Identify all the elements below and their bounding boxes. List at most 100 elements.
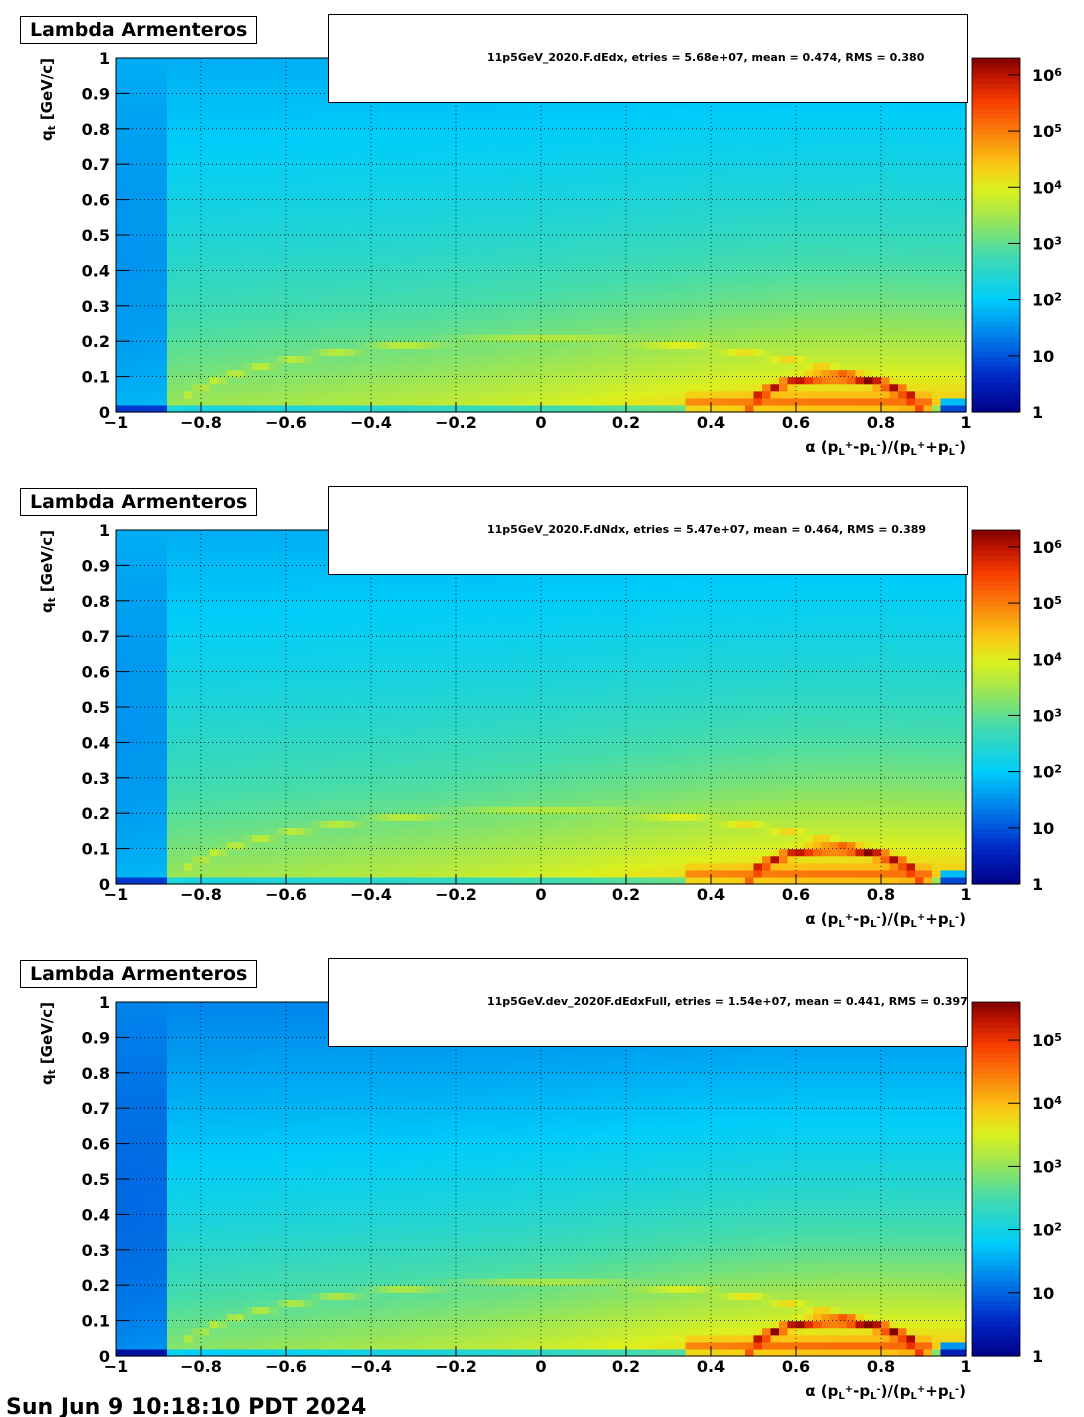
heatmap-cell xyxy=(430,242,440,250)
heatmap-cell xyxy=(643,178,653,187)
heatmap-cell xyxy=(889,277,899,286)
heatmap-cell xyxy=(269,319,279,328)
heatmap-cell xyxy=(498,171,508,179)
heatmap-cell xyxy=(201,86,211,94)
heatmap-cell xyxy=(677,277,687,286)
heatmap-cell xyxy=(260,362,270,371)
heatmap-cell xyxy=(175,242,185,250)
heatmap-cell xyxy=(507,284,517,293)
heatmap-cell xyxy=(804,121,814,130)
heatmap-cell xyxy=(201,312,211,321)
heatmap-cell xyxy=(116,397,126,406)
heatmap-cell xyxy=(490,291,500,300)
heatmap-cell xyxy=(430,256,440,264)
heatmap-cell xyxy=(286,242,296,250)
heatmap-cell xyxy=(422,114,432,123)
heatmap-cell xyxy=(473,383,483,392)
heatmap-cell xyxy=(583,242,593,250)
heatmap-cell xyxy=(915,178,925,187)
heatmap-cell xyxy=(609,334,619,342)
heatmap-cell xyxy=(124,227,134,236)
heatmap-cell xyxy=(175,256,185,264)
heatmap-cell xyxy=(490,114,500,123)
heatmap-cell xyxy=(260,270,270,279)
heatmap-cell xyxy=(796,249,806,257)
heatmap-cell xyxy=(388,376,398,385)
heatmap-cell xyxy=(600,142,610,151)
heatmap-cell xyxy=(957,107,967,116)
heatmap-cell xyxy=(660,150,670,158)
heatmap-cell xyxy=(660,270,670,279)
heatmap-cell xyxy=(507,199,517,208)
heatmap-cell xyxy=(889,227,899,236)
heatmap-cell xyxy=(235,249,245,257)
heatmap-cell xyxy=(277,284,287,293)
heatmap-cell xyxy=(719,305,729,314)
heatmap-cell xyxy=(694,192,704,201)
heatmap-cell xyxy=(694,142,704,151)
heatmap-cell xyxy=(592,390,602,399)
heatmap-cell xyxy=(150,334,160,342)
heatmap-cell xyxy=(668,341,678,349)
heatmap-cell xyxy=(235,93,245,102)
heatmap-cell xyxy=(787,298,797,307)
heatmap-cell xyxy=(804,270,814,279)
heatmap-cell xyxy=(354,305,364,314)
heatmap-cell xyxy=(422,277,432,286)
heatmap-cell xyxy=(719,383,729,392)
heatmap-cell xyxy=(592,192,602,201)
heatmap-cell xyxy=(830,256,840,264)
heatmap-cell xyxy=(949,284,959,293)
heatmap-cell xyxy=(473,185,483,194)
heatmap-cell xyxy=(728,206,738,215)
heatmap-cell xyxy=(269,404,279,413)
heatmap-cell xyxy=(787,348,797,356)
heatmap-cell xyxy=(490,312,500,321)
heatmap-cell xyxy=(235,121,245,130)
heatmap-cell xyxy=(167,341,177,349)
heatmap-cell xyxy=(838,227,848,236)
heatmap-cell xyxy=(685,355,695,364)
heatmap-cell xyxy=(515,383,525,392)
heatmap-cell xyxy=(770,249,780,257)
heatmap-cell xyxy=(294,220,304,229)
heatmap-cell xyxy=(388,185,398,194)
heatmap-cell xyxy=(192,128,202,137)
heatmap-cell xyxy=(456,348,466,356)
heatmap-cell xyxy=(872,298,882,307)
heatmap-cell xyxy=(838,142,848,151)
heatmap-cell xyxy=(269,291,279,300)
heatmap-cell xyxy=(447,150,457,158)
heatmap-cell xyxy=(133,93,143,102)
heatmap-cell xyxy=(906,270,916,279)
heatmap-cell xyxy=(158,206,168,215)
heatmap-cell xyxy=(362,284,372,293)
heatmap-cell xyxy=(269,72,279,80)
heatmap-cell xyxy=(294,171,304,179)
heatmap-cell xyxy=(405,142,415,151)
heatmap-cell xyxy=(371,284,381,293)
heatmap-cell xyxy=(702,327,712,335)
heatmap-cell xyxy=(736,100,746,109)
heatmap-cell xyxy=(745,348,755,356)
heatmap-cell xyxy=(600,213,610,222)
heatmap-cell xyxy=(600,100,610,109)
heatmap-cell xyxy=(311,65,321,73)
heatmap-cell xyxy=(949,199,959,208)
heatmap-cell xyxy=(847,362,857,371)
heatmap-cell xyxy=(507,121,517,130)
heatmap-cell xyxy=(243,376,253,385)
heatmap-cell xyxy=(558,362,568,371)
heatmap-cell xyxy=(830,341,840,349)
heatmap-cell xyxy=(175,86,185,94)
heatmap-cell xyxy=(702,199,712,208)
heatmap-cell xyxy=(294,341,304,349)
heatmap-cell xyxy=(694,277,704,286)
heatmap-cell xyxy=(600,192,610,201)
heatmap-cell xyxy=(770,291,780,300)
heatmap-cell xyxy=(371,355,381,364)
heatmap-cell xyxy=(906,150,916,158)
heatmap-cell xyxy=(728,305,738,314)
heatmap-cell xyxy=(439,397,449,406)
heatmap-cell xyxy=(218,390,228,399)
